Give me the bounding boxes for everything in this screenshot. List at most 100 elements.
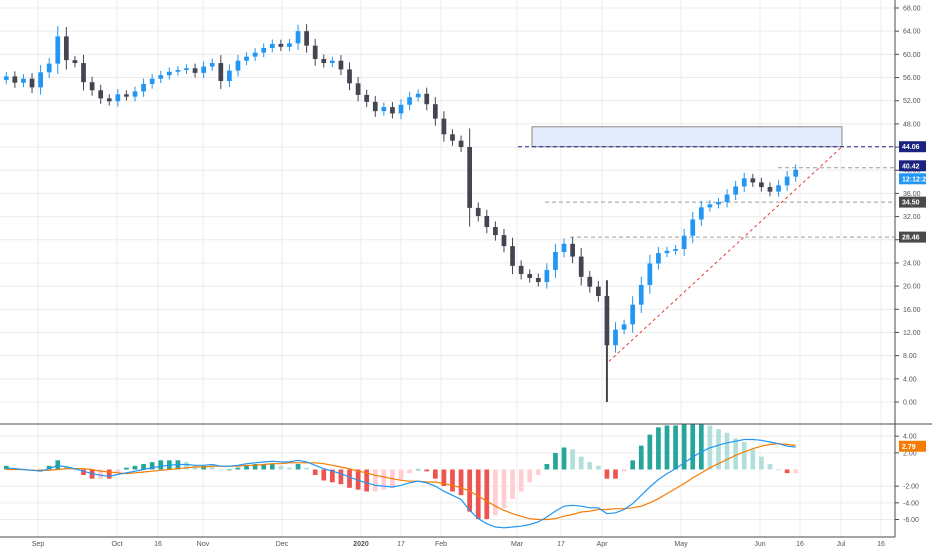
time-tick-label: Dec <box>276 541 289 548</box>
candle <box>38 65 43 95</box>
candle-body <box>355 83 361 95</box>
macd-line <box>6 438 796 529</box>
macd-histogram-bar <box>561 447 567 470</box>
candle <box>295 24 301 50</box>
time-tick-label: 17 <box>397 541 405 548</box>
candle <box>656 247 661 270</box>
candle <box>767 182 773 197</box>
candle-body <box>690 219 696 236</box>
candle <box>587 270 593 293</box>
macd-histogram-bar <box>535 469 541 475</box>
macd-histogram-bar <box>132 465 138 470</box>
time-axis[interactable]: Sep Oct 16 Nov Dec 2020 17 Feb Mar 17 Apr May Jun 16 J… <box>32 541 885 548</box>
candle <box>192 63 198 78</box>
candle <box>278 39 284 52</box>
candle <box>12 71 18 88</box>
macd-histogram-bar <box>3 465 9 470</box>
candle <box>158 70 164 84</box>
candle-body <box>527 273 533 279</box>
candle-body <box>261 47 267 53</box>
candle <box>89 76 95 96</box>
candle-body <box>29 78 35 88</box>
candle <box>21 74 26 88</box>
candle-body <box>467 147 473 208</box>
candle-body <box>793 169 799 177</box>
macd-tick-label: 4.00 <box>903 434 917 441</box>
macd-axis[interactable]: 4.00 2.00 -2.00 -4.00 -6.00 <box>895 434 919 524</box>
candle <box>269 39 275 53</box>
candle-body <box>252 52 258 57</box>
candle-body <box>184 68 189 70</box>
candle-body <box>630 304 636 325</box>
candle-body <box>106 98 112 102</box>
candle <box>72 55 78 68</box>
candle-body <box>450 134 455 141</box>
time-tick-label: 16 <box>154 541 162 548</box>
candle <box>141 78 146 97</box>
macd-histogram-bar <box>621 469 627 472</box>
candle <box>227 64 232 88</box>
time-tick-label: Oct <box>112 541 123 548</box>
candle <box>355 76 361 102</box>
candle-body <box>664 250 670 254</box>
macd-histogram-bar <box>759 456 764 470</box>
price-tag-label: 12:12:28 <box>902 176 930 183</box>
candle <box>347 62 352 91</box>
candle <box>776 180 781 197</box>
candle-body <box>201 66 207 73</box>
macd-tick-label: -2.00 <box>903 484 919 491</box>
macd-value-tag-label: -0.23 <box>902 470 918 477</box>
grid-layer <box>0 0 895 537</box>
macd-histogram-bar <box>287 467 292 470</box>
candle <box>321 54 327 68</box>
candle-body <box>613 329 618 346</box>
time-tick-label: Mar <box>511 541 524 548</box>
candle-body <box>432 104 438 119</box>
candle <box>467 128 473 227</box>
candle-body <box>741 178 747 187</box>
candle-body <box>55 36 61 64</box>
candle-body <box>3 76 9 80</box>
candle-body <box>347 69 352 84</box>
price-tick-label: 32.00 <box>903 214 921 221</box>
macd-histogram-bar <box>638 445 644 470</box>
candle <box>398 99 404 120</box>
candle-body <box>278 43 284 47</box>
macd-histogram-bar <box>493 469 498 516</box>
time-tick-label: Jun <box>754 541 765 548</box>
macd-histogram-bar <box>664 425 670 470</box>
macd-histogram-bar <box>106 469 112 479</box>
macd-value-tag-label: 2.79 <box>902 444 916 451</box>
candle-body <box>544 269 550 283</box>
macd-histogram-bar <box>381 469 387 490</box>
macd-histogram-bar <box>141 464 146 470</box>
price-tick-label: 0.00 <box>903 400 917 407</box>
candle <box>364 89 370 108</box>
time-tick-label: Sep <box>32 541 45 548</box>
candle-body <box>698 207 704 220</box>
candle <box>149 73 155 89</box>
candle <box>595 280 601 302</box>
candle-body <box>673 249 678 251</box>
candle-body <box>63 36 69 61</box>
macd-histogram-bar <box>295 464 301 470</box>
macd-histogram-bar <box>398 469 404 481</box>
macd-histogram-bar <box>432 469 438 479</box>
candle <box>570 237 575 264</box>
candle <box>638 276 644 314</box>
candle <box>415 89 421 102</box>
candle-body <box>287 43 292 47</box>
candle-body <box>390 107 395 114</box>
macd-histogram-bar <box>458 469 464 496</box>
candle-body <box>750 178 756 183</box>
candle-body <box>707 204 713 208</box>
candle-body <box>656 253 661 264</box>
price-tick-label: 24.00 <box>903 260 921 267</box>
candle <box>673 245 678 255</box>
macd-histogram-bar <box>278 465 284 470</box>
macd-histogram-bar <box>321 469 327 481</box>
candle-body <box>329 60 335 64</box>
macd-histogram-bar <box>690 423 696 470</box>
candle-body <box>535 278 541 283</box>
